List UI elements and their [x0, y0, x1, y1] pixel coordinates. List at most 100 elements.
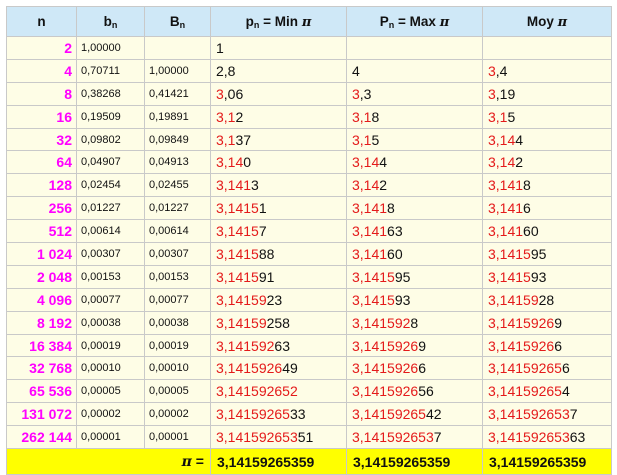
- table-row: 64 0,04907 0,04913 3,140 3,144 3,142: [6, 150, 612, 175]
- header-B: Bn: [144, 6, 211, 37]
- correct-digits: 3,1415926: [216, 360, 283, 377]
- remaining-digits: ,06: [223, 85, 244, 102]
- moy-cell: 3,14159269: [482, 310, 612, 335]
- header-b: bn: [76, 6, 145, 37]
- correct-digits: 3,141: [352, 223, 388, 240]
- B-cell: 0,09849: [144, 127, 211, 152]
- remaining-digits: ,4: [495, 62, 508, 79]
- correct-digits: 3,1415926: [352, 360, 419, 377]
- remaining-digits: 8: [371, 108, 380, 125]
- correct-digits: 3,14: [488, 131, 516, 148]
- n-cell: 262 144: [6, 425, 77, 450]
- correct-digits: 3,1415: [488, 245, 531, 262]
- correct-digits: 3: [216, 85, 224, 102]
- remaining-digits: 7: [433, 429, 442, 446]
- moy-cell: 3,141592654: [482, 379, 612, 404]
- correct-digits: 3,141592: [216, 337, 275, 354]
- correct-digits: 3,14159265: [488, 383, 562, 400]
- max-cell: 3,1415926542: [346, 402, 483, 427]
- B-cell: 0,01227: [144, 196, 211, 221]
- max-cell: 3,141593: [346, 287, 483, 312]
- min-cell: 3,14159265351: [210, 425, 347, 450]
- remaining-digits: 63: [569, 429, 586, 446]
- correct-digits: 3: [488, 85, 496, 102]
- correct-digits: 3,141592: [352, 314, 411, 331]
- table-row: 8 192 0,00038 0,00038 3,14159258 3,1415928 3,…: [6, 310, 612, 335]
- table-row: 32 768 0,00010 0,00010 3,141592649 3,1415926…: [6, 356, 612, 381]
- b-cell: 0,38268: [76, 81, 145, 106]
- n-cell: 128: [6, 173, 77, 198]
- remaining-digits: 5: [507, 108, 516, 125]
- pi-approximation-table: n bn Bn pn = Min π Pn = Max π Moy π 2 1,0…: [6, 6, 612, 475]
- B-cell: 0,41421: [144, 81, 211, 106]
- table-body: 2 1,00000 1 4 0,70711 1,00000 2,8 4 3,4 8 0,38268 0…: [6, 36, 612, 450]
- remaining-digits: 63: [387, 223, 403, 240]
- table-row: 65 536 0,00005 0,00005 3,141592652 3,1415926…: [6, 379, 612, 404]
- correct-digits: 3,1: [352, 131, 372, 148]
- min-cell: 3,12: [210, 104, 347, 129]
- remaining-digits: 6: [523, 200, 531, 217]
- moy-cell: 3,4: [482, 58, 612, 83]
- footer-max-value: 3,14159265359: [346, 448, 483, 475]
- table-row: 8 0,38268 0,41421 3,06 3,3 3,19: [6, 81, 612, 106]
- max-cell: 3,141595: [346, 264, 483, 289]
- table-row: 256 0,01227 0,01227 3,14151 3,1418 3,1416: [6, 196, 612, 221]
- remaining-digits: 91: [258, 268, 275, 285]
- remaining-digits: 95: [394, 268, 411, 285]
- remaining-digits: 88: [258, 245, 275, 262]
- remaining-digits: 258: [266, 314, 290, 331]
- correct-digits: 3: [488, 62, 496, 79]
- min-cell: 3,14157: [210, 219, 347, 244]
- correct-digits: 3,1415: [216, 200, 259, 217]
- remaining-digits: 4: [379, 154, 388, 171]
- n-cell: 131 072: [6, 402, 77, 427]
- table-row: 128 0,02454 0,02455 3,1413 3,142 3,1418: [6, 173, 612, 198]
- header-moy: Moy π: [482, 6, 612, 37]
- correct-digits: 3,141: [488, 200, 524, 217]
- n-cell: 16: [6, 104, 77, 129]
- B-cell: 0,00001: [144, 425, 211, 450]
- correct-digits: 3,1415926: [352, 383, 419, 400]
- n-cell: 4 096: [6, 287, 77, 312]
- moy-cell: 3,141595: [482, 242, 612, 266]
- correct-digits: 3,1415: [216, 245, 259, 262]
- B-cell: 0,00010: [144, 356, 211, 381]
- remaining-digits: 2: [379, 177, 388, 194]
- remaining-digits: 7: [569, 406, 578, 423]
- n-cell: 32: [6, 127, 77, 152]
- correct-digits: 3,141: [216, 177, 252, 194]
- correct-digits: 3,1415: [488, 268, 531, 285]
- header-row: n bn Bn pn = Min π Pn = Max π Moy π: [6, 6, 612, 37]
- remaining-digits: 93: [530, 268, 547, 285]
- moy-cell: 3,1415928: [482, 287, 612, 312]
- correct-digits: 3,14: [488, 154, 516, 171]
- remaining-digits: 60: [523, 223, 539, 240]
- min-cell: 2,8: [210, 58, 347, 83]
- remaining-digits: 4: [561, 383, 570, 400]
- min-cell: 3,140: [210, 150, 347, 175]
- remaining-digits: 51: [297, 429, 314, 446]
- correct-digits: 3,1: [216, 131, 236, 148]
- n-cell: 256: [6, 196, 77, 221]
- correct-digits: 3,141592653: [488, 406, 570, 423]
- max-cell: 3,1415926537: [346, 425, 483, 450]
- min-cell: 3,14159263: [210, 333, 347, 358]
- correct-digits: 3,14: [216, 154, 244, 171]
- footer-moy-value: 3,14159265359: [482, 448, 612, 475]
- correct-digits: 3: [352, 85, 360, 102]
- n-cell: 512: [6, 219, 77, 244]
- remaining-digits: 93: [394, 291, 411, 308]
- remaining-digits: 9: [418, 337, 426, 354]
- max-cell: 3,3: [346, 81, 483, 106]
- b-cell: 0,00010: [76, 356, 145, 381]
- table-row: 262 144 0,00001 0,00001 3,14159265351 3,1415…: [6, 425, 612, 450]
- moy-cell: 3,1418: [482, 173, 612, 198]
- correct-digits: 3,1415926: [488, 314, 555, 331]
- correct-digits: 3,141592652: [216, 383, 298, 400]
- correct-digits: 3,1415: [352, 268, 395, 285]
- max-cell: 3,1418: [346, 196, 483, 221]
- table-row: 1 024 0,00307 0,00307 3,141588 3,14160 3,1415…: [6, 242, 612, 266]
- table-row: 4 0,70711 1,00000 2,8 4 3,4: [6, 58, 612, 83]
- n-cell: 2 048: [6, 264, 77, 289]
- remaining-digits: 6: [561, 360, 570, 377]
